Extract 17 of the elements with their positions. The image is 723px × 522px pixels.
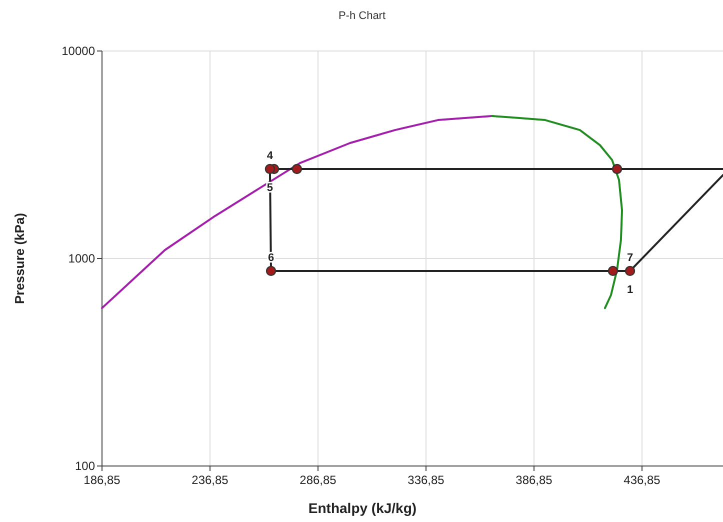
y-tick-label: 10000 (62, 44, 96, 58)
x-tick-label: 386,85 (516, 473, 553, 487)
x-tick-label: 436,85 (624, 473, 661, 487)
y-tick-label: 1000 (68, 252, 96, 266)
line-series (490, 114, 624, 310)
x-tick-label: 186,85 (84, 473, 121, 487)
line-series (101, 114, 493, 310)
annotation: 1 (626, 284, 634, 296)
annotation: 7 (626, 252, 634, 264)
x-tick-label: 286,85 (300, 473, 337, 487)
x-tick-label: 336,85 (408, 473, 445, 487)
x-tick-label: 236,85 (192, 473, 229, 487)
y-tick-label: 100 (74, 459, 96, 473)
annotation: 4 (266, 150, 274, 162)
chart-title: P-h Chart (338, 10, 386, 22)
y-axis-title: Pressure (kPa) (12, 212, 27, 304)
x-axis-title: Enthalpy (kJ/kg) (308, 500, 417, 516)
